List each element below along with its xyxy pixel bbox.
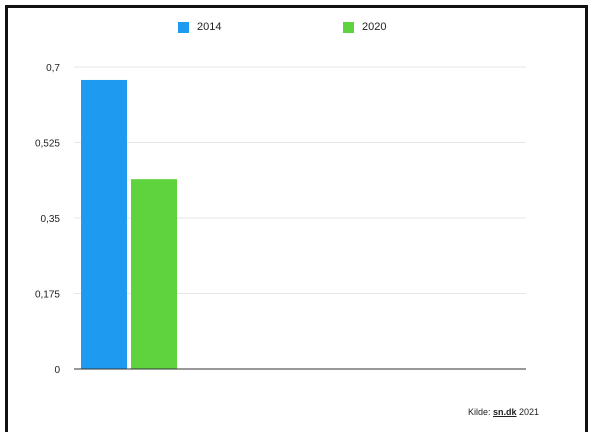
chart-frame <box>5 5 588 432</box>
source-year: 2021 <box>516 407 540 417</box>
legend-item-2020: 2020 <box>343 21 386 33</box>
legend-item-2014: 2014 <box>178 21 221 33</box>
bar-2020 <box>131 179 177 369</box>
y-tick-label: 0,7 <box>46 63 60 74</box>
y-tick-label: 0,175 <box>35 290 60 301</box>
source-note: Kilde: sn.dk 2021 <box>468 407 539 417</box>
source-link[interactable]: sn.dk <box>493 407 517 417</box>
source-prefix: Kilde: <box>468 407 494 417</box>
y-tick-label: 0,35 <box>41 214 61 225</box>
legend-label-2014: 2014 <box>197 21 222 33</box>
bar-2014 <box>81 79 127 369</box>
legend-swatch-2014 <box>178 21 189 33</box>
legend-label-2020: 2020 <box>362 21 387 33</box>
legend-swatch-2020 <box>343 21 354 33</box>
y-tick-label: 0,525 <box>35 139 60 150</box>
y-tick-label: 0 <box>54 365 60 376</box>
